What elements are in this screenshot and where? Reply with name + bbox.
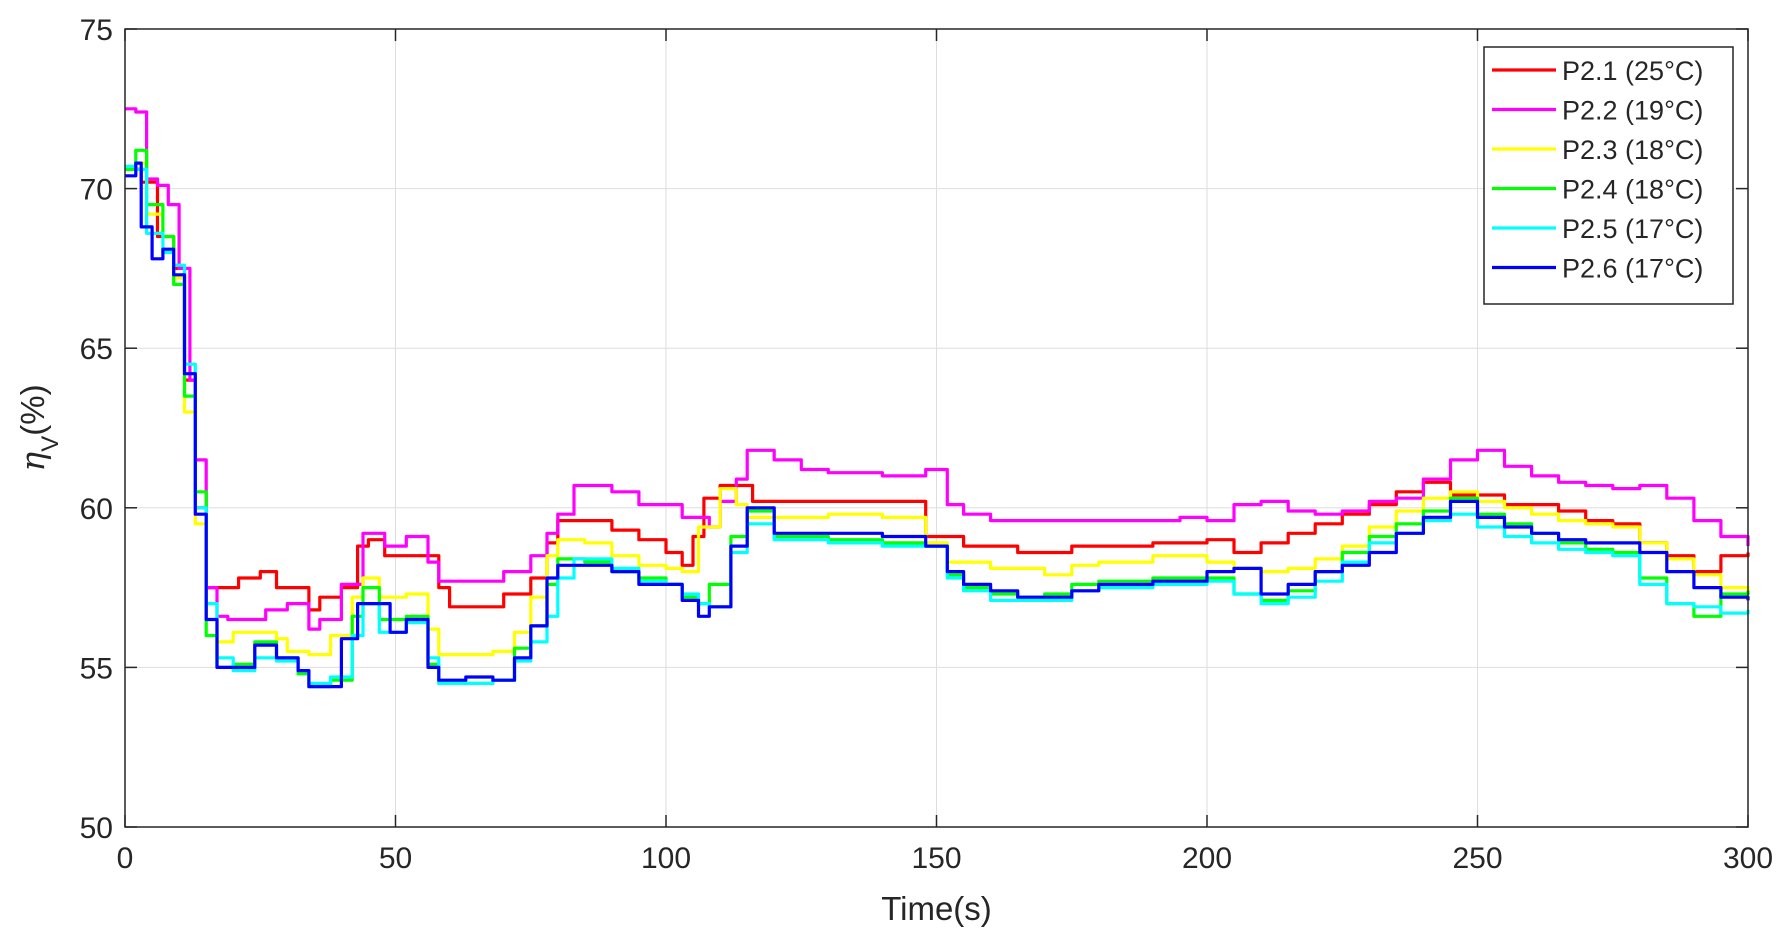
y-tick-label: 70 — [80, 174, 113, 207]
series-lines — [125, 107, 1750, 689]
legend-label-4: P2.4 (18°C) — [1562, 175, 1703, 205]
y-tick-label: 50 — [80, 812, 113, 845]
legend-label-3: P2.3 (18°C) — [1562, 135, 1703, 165]
x-tick-label: 300 — [1723, 842, 1773, 875]
legend-label-1: P2.1 (25°C) — [1562, 56, 1703, 86]
y-axis-symbol: η — [13, 452, 52, 472]
y-tick-label: 60 — [80, 493, 113, 526]
x-tick-label: 150 — [911, 842, 961, 875]
x-tick-label: 100 — [641, 842, 691, 875]
x-axis: 0 50 100 150 200 250 300 — [117, 29, 1773, 875]
legend-label-2: P2.2 (19°C) — [1562, 96, 1703, 126]
y-tick-label: 75 — [80, 14, 113, 47]
x-tick-label: 250 — [1452, 842, 1502, 875]
legend-label-6: P2.6 (17°C) — [1562, 254, 1703, 284]
legend-label-5: P2.5 (17°C) — [1562, 214, 1703, 244]
x-axis-label: Time(s) — [881, 890, 992, 927]
y-axis-unit: (%) — [14, 384, 51, 435]
y-axis-label: ηV(%) — [13, 384, 64, 471]
legend-box — [1483, 46, 1734, 305]
x-tick-label: 200 — [1182, 842, 1232, 875]
series-line-2 — [125, 107, 1750, 631]
series-line-6 — [125, 161, 1750, 689]
series-line-3 — [125, 161, 1750, 657]
legend: P2.1 (25°C) P2.2 (19°C) P2.3 (18°C) P2.4 (1… — [1483, 46, 1734, 305]
plot-area — [124, 28, 1750, 828]
x-tick-label: 0 — [117, 842, 134, 875]
y-axis: 50 55 60 65 70 75 — [80, 14, 1748, 845]
y-tick-label: 55 — [80, 652, 113, 685]
y-axis-subscript: V — [37, 436, 64, 452]
x-tick-label: 50 — [379, 842, 412, 875]
y-tick-label: 65 — [80, 333, 113, 366]
